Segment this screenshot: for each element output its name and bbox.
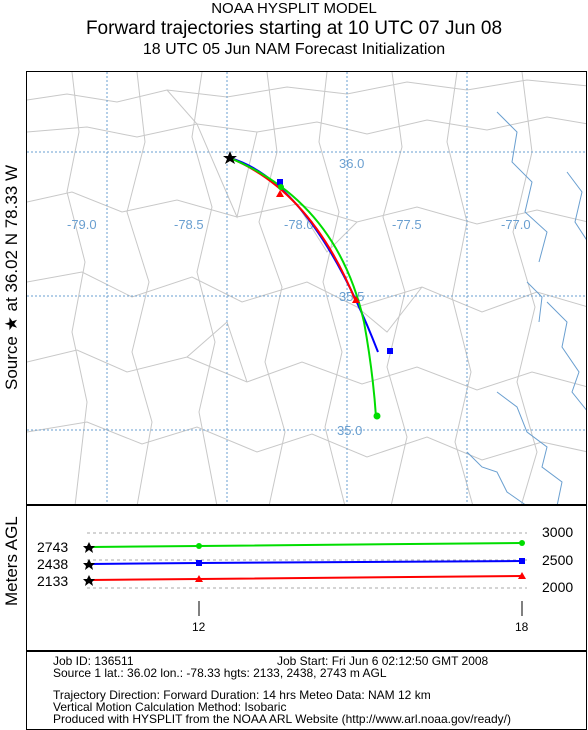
height-axis-tick: 2500 [542, 552, 574, 568]
start-height-label: 2743 [37, 539, 69, 555]
green-height-marker [196, 543, 202, 549]
lon-label: -78.0 [284, 217, 314, 232]
county-borders [27, 72, 586, 504]
trajectory-direction: Trajectory Direction: Forward Duration: … [53, 688, 431, 702]
lon-label: -77.5 [392, 217, 422, 232]
blue-height-marker [196, 560, 202, 566]
lon-labels: -79.0 -78.5 -78.0 -77.5 -77.0 [67, 217, 531, 232]
model-title: NOAA HYSPLIT MODEL [211, 0, 377, 17]
height-axis-tick: 2000 [542, 579, 574, 595]
trajectory-title: Forward trajectories starting at 10 UTC … [85, 18, 503, 39]
lat-label: 36.0 [339, 156, 364, 171]
coastline-water [466, 111, 586, 504]
source-star-icon [223, 151, 237, 164]
green-height-marker [519, 540, 525, 546]
vertical-motion: Vertical Motion Calculation Method: Isob… [53, 700, 287, 714]
source-star-icon [83, 575, 95, 586]
latlon-grid [27, 72, 586, 504]
height-axis-tick: 3000 [542, 524, 574, 540]
source-location-label: Source ★ at 36.02 N 78.33 W [2, 164, 21, 390]
trajectory-paths [229, 157, 379, 418]
green-end-marker [373, 412, 381, 420]
start-height-label: 2438 [37, 556, 69, 572]
blue-end-marker [387, 348, 393, 354]
produced-with: Produced with HYSPLIT from the NOAA ARL … [53, 712, 511, 726]
lat-label: 35.0 [337, 423, 362, 438]
height-gridlines [87, 532, 527, 589]
blue-trajectory [229, 157, 379, 353]
map-canvas: -79.0 -78.5 -78.0 -77.5 -77.0 36.0 35.5 … [27, 72, 586, 504]
source-star-icon [83, 559, 95, 570]
start-height-label: 2133 [37, 573, 69, 589]
height-profile-panel: 2743 2438 2133 3000 2500 2000 12 18 [26, 505, 587, 651]
red-height-marker [518, 572, 526, 579]
lon-label: -77.0 [501, 217, 531, 232]
source-star-icon [83, 542, 95, 553]
green-trajectory [229, 157, 377, 418]
blue-hour-marker [277, 179, 283, 185]
trajectory-map: -79.0 -78.5 -78.0 -77.5 -77.0 36.0 35.5 … [26, 71, 587, 505]
height-canvas [83, 532, 527, 616]
green-height-line [89, 542, 523, 548]
time-axis-tick: 18 [515, 620, 529, 634]
run-info-footer: Job ID: 136511 Job Start: Fri Jun 6 02:1… [26, 651, 587, 730]
job-id: Job ID: 136511 [53, 654, 134, 668]
blue-height-line [89, 560, 523, 565]
source-info: Source 1 lat.: 36.02 lon.: -78.33 hgts: … [53, 666, 387, 680]
red-end-marker [352, 296, 360, 303]
height-axis-label: Meters AGL [2, 516, 21, 606]
red-height-marker [195, 575, 203, 582]
time-axis-tick: 12 [192, 620, 206, 634]
lon-label: -79.0 [67, 217, 97, 232]
red-hour-marker [276, 190, 284, 197]
forecast-subtitle: 18 UTC 05 Jun NAM Forecast Initializatio… [142, 41, 446, 58]
green-hour-marker [278, 184, 284, 190]
job-start: Job Start: Fri Jun 6 02:12:50 GMT 2008 [277, 654, 489, 668]
lat-labels: 36.0 35.5 35.0 [337, 156, 364, 438]
red-height-line [89, 575, 523, 581]
blue-height-marker [519, 558, 525, 564]
lon-label: -78.5 [174, 217, 204, 232]
